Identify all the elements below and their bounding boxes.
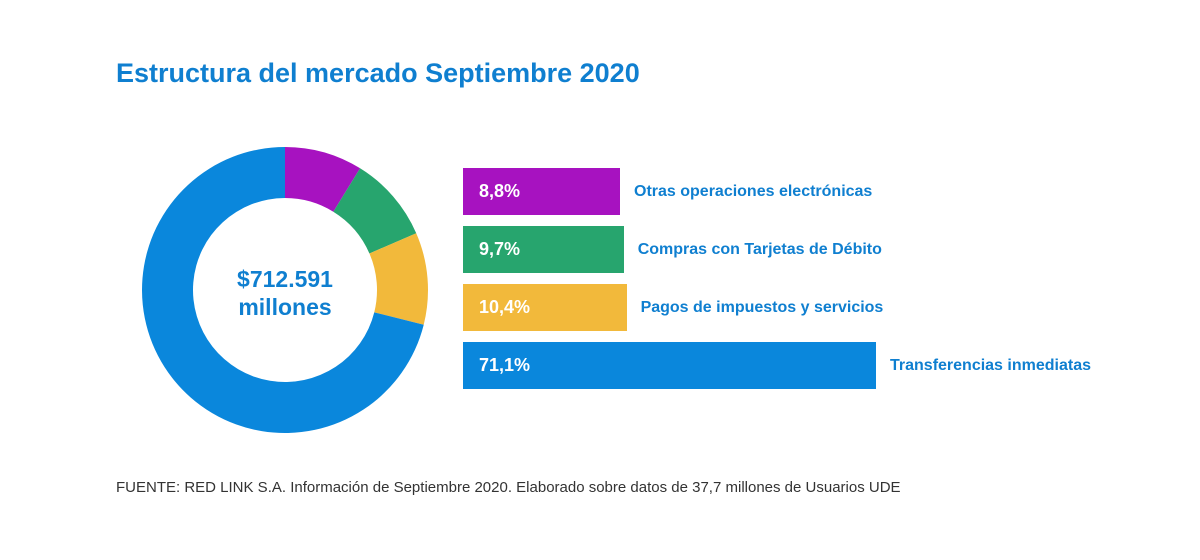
bar-category-label: Pagos de impuestos y servicios xyxy=(640,298,884,316)
donut-center-unit: millones xyxy=(238,294,331,320)
bar-value-label: 9,7% xyxy=(479,239,521,259)
bar-1: 9,7% xyxy=(463,226,624,273)
donut-slice-0 xyxy=(285,147,361,212)
bar-2: 10,4% xyxy=(463,284,627,331)
bar-0: 8,8% xyxy=(463,168,620,215)
source-note: FUENTE: RED LINK S.A. Información de Sep… xyxy=(116,479,901,496)
donut-slice-3 xyxy=(141,147,424,433)
bar-3: 71,1% xyxy=(463,342,876,389)
bar-value-label: 10,4% xyxy=(479,297,531,317)
bar-value-label: 8,8% xyxy=(479,181,521,201)
donut-slice-1 xyxy=(333,168,417,254)
bar-category-label: Compras con Tarjetas de Débito xyxy=(637,240,882,258)
donut-center-amount: $712.591 xyxy=(237,266,333,292)
chart-title: Estructura del mercado Septiembre 2020 xyxy=(116,58,640,88)
donut-slice-2 xyxy=(369,233,429,325)
bar-category-label: Otras operaciones electrónicas xyxy=(634,182,873,200)
bar-category-label: Transferencias inmediatas xyxy=(890,356,1091,374)
bar-value-label: 71,1% xyxy=(479,355,531,375)
donut-chart: $712.591 millones xyxy=(141,147,429,433)
